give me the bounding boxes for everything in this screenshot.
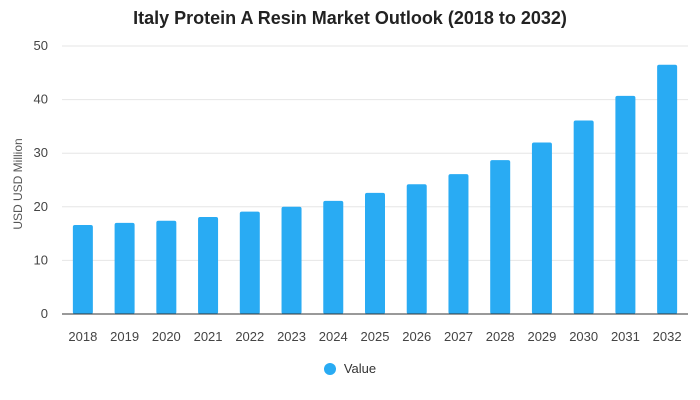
chart-title: Italy Protein A Resin Market Outlook (20…	[133, 8, 567, 28]
y-tick-label: 50	[34, 38, 48, 53]
bar-2020	[156, 220, 177, 314]
bar-2032	[657, 64, 678, 314]
bar-2026	[406, 184, 427, 314]
x-tick-label: 2028	[486, 329, 515, 344]
x-tick-label: 2027	[444, 329, 473, 344]
bar-2025	[365, 192, 385, 314]
legend-swatch	[323, 362, 336, 375]
x-tick-label: 2020	[152, 329, 181, 344]
bars	[72, 64, 678, 315]
bar-2031	[615, 95, 636, 315]
legend: Value	[0, 361, 700, 376]
y-tick-label: 30	[34, 145, 48, 160]
bar-2019	[114, 222, 135, 314]
x-tick-label: 2030	[569, 329, 598, 344]
bar-2021	[198, 216, 219, 314]
bar-2023	[281, 206, 302, 314]
x-tick-label: 2021	[194, 329, 223, 344]
x-tick-label: 2023	[277, 329, 306, 344]
x-tick-label: 2024	[319, 329, 348, 344]
y-axis-label: USD USD Million	[11, 138, 25, 229]
x-tick-label: 2025	[361, 329, 390, 344]
y-tick-label: 40	[34, 92, 48, 107]
legend-label: Value	[343, 361, 377, 376]
y-tick-label: 10	[34, 252, 48, 267]
x-tick-label: 2019	[110, 329, 139, 344]
y-tick-label: 0	[41, 306, 48, 321]
bar-2018	[72, 225, 93, 314]
bar-2022	[239, 211, 260, 314]
x-tick-label: 2018	[68, 329, 97, 344]
x-tick-label: 2031	[611, 329, 640, 344]
bar-2028	[490, 160, 511, 314]
bar-2029	[531, 142, 552, 314]
y-tick-label: 20	[34, 199, 48, 214]
bar-2027	[448, 174, 469, 314]
x-tick-label: 2022	[235, 329, 264, 344]
bar-2024	[323, 200, 344, 314]
x-tick-label: 2032	[653, 329, 682, 344]
bar-2030	[573, 120, 594, 314]
x-tick-label: 2029	[527, 329, 556, 344]
x-tick-label: 2026	[402, 329, 431, 344]
